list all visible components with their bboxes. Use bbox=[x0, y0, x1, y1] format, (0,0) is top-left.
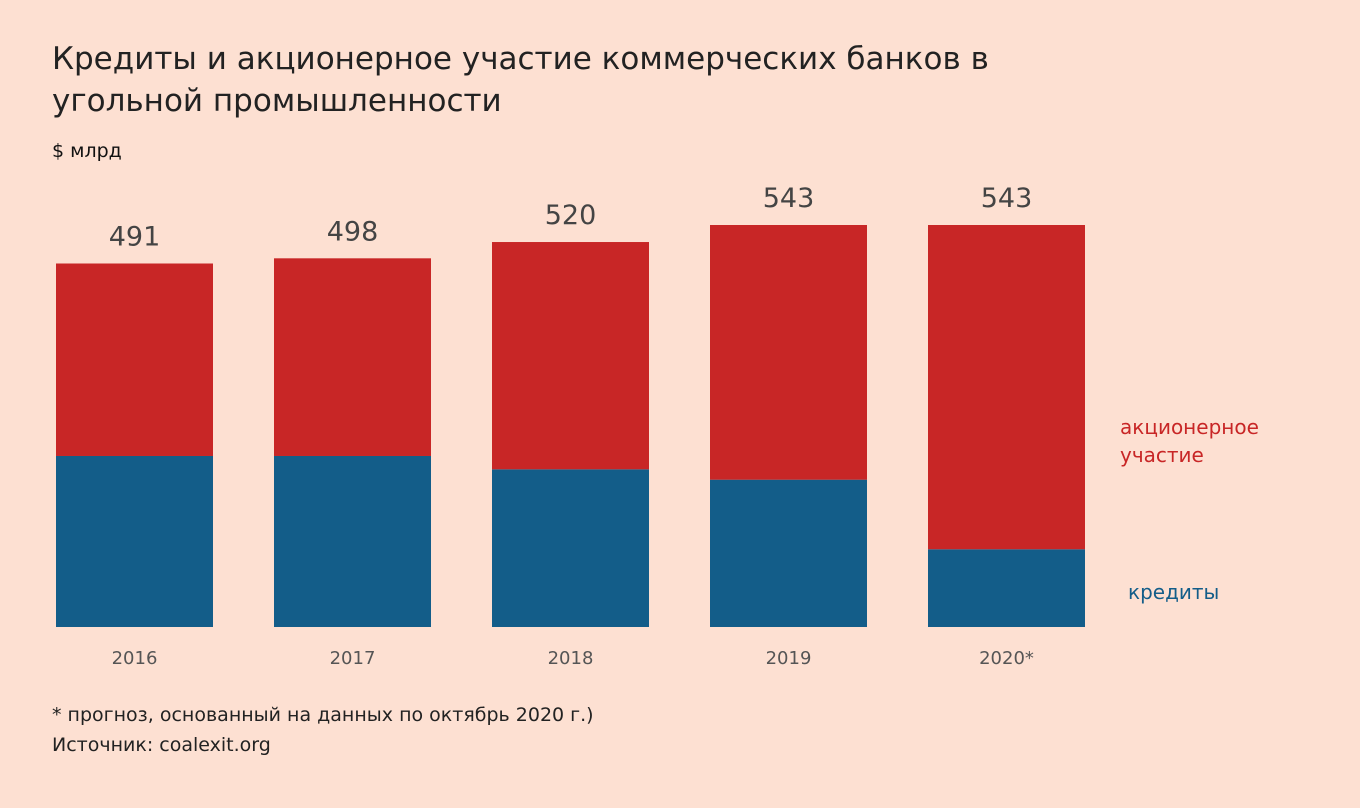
bar-credits-3 bbox=[710, 479, 867, 627]
bar-equity-4 bbox=[928, 225, 1085, 550]
legend-credits: кредиты bbox=[1128, 580, 1219, 604]
x-tick-label-0: 2016 bbox=[112, 648, 158, 669]
stacked-bar-chart: 491 2016 498 2017 520 2018 543 2019 543 2020* кред… bbox=[56, 183, 1259, 669]
x-tick-label-3: 2019 bbox=[766, 648, 812, 669]
bar-credits-0 bbox=[56, 455, 213, 627]
footnote: * прогноз, основанный на данных по октяб… bbox=[52, 704, 594, 726]
total-label-2: 520 bbox=[545, 200, 597, 231]
total-label-1: 498 bbox=[327, 216, 379, 247]
chart-title: Кредиты и акционерное участие коммерческ… bbox=[52, 41, 989, 119]
total-label-3: 543 bbox=[763, 183, 815, 214]
bar-credits-2 bbox=[492, 469, 649, 627]
bar-equity-3 bbox=[710, 225, 867, 480]
bar-equity-2 bbox=[492, 242, 649, 470]
total-label-0: 491 bbox=[109, 221, 161, 252]
bar-equity-0 bbox=[56, 263, 213, 456]
y-axis-unit: $ млрд bbox=[52, 140, 122, 162]
x-tick-label-4: 2020* bbox=[979, 648, 1034, 669]
total-label-4: 543 bbox=[981, 183, 1033, 214]
x-tick-label-2: 2018 bbox=[548, 648, 594, 669]
bar-equity-1 bbox=[274, 258, 431, 456]
bar-credits-1 bbox=[274, 455, 431, 627]
legend-equity: акционерное участие bbox=[1120, 415, 1259, 467]
source-note: Источник: coalexit.org bbox=[52, 734, 271, 756]
x-tick-label-1: 2017 bbox=[330, 648, 376, 669]
bar-credits-4 bbox=[928, 549, 1085, 627]
